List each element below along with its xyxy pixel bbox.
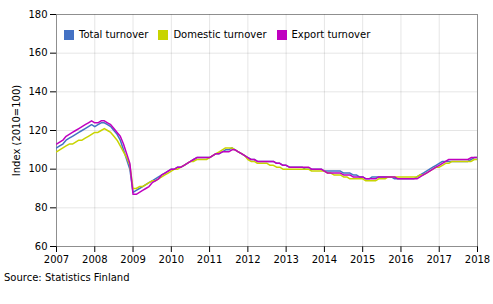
- svg-text:120: 120: [28, 125, 47, 136]
- svg-text:2017: 2017: [427, 254, 452, 265]
- svg-text:2009: 2009: [120, 254, 145, 265]
- html-text:Total turnover: Total turnover: [79, 29, 149, 40]
- svg-text:2012: 2012: [235, 254, 260, 265]
- html-text:Domestic turnover: Domestic turnover: [173, 29, 267, 40]
- svg-text:2007: 2007: [44, 254, 69, 265]
- svg-text:160: 160: [28, 47, 47, 58]
- svg-text:140: 140: [28, 86, 47, 97]
- svg-text:80: 80: [35, 202, 48, 213]
- svg-text:2011: 2011: [197, 254, 222, 265]
- svg-text:2010: 2010: [159, 254, 184, 265]
- svg-text:2018: 2018: [465, 254, 490, 265]
- svg-text:2013: 2013: [273, 254, 298, 265]
- svg-text:2016: 2016: [388, 254, 413, 265]
- svg-text:2008: 2008: [82, 254, 107, 265]
- svg-text:100: 100: [28, 163, 47, 174]
- svg-text:180: 180: [28, 9, 47, 20]
- svg-text:2015: 2015: [350, 254, 375, 265]
- svg-text:Index (2010=100): Index (2010=100): [11, 85, 22, 177]
- svg-text:2014: 2014: [312, 254, 337, 265]
- html-text:Source: Statistics Finland: Source: Statistics Finland: [4, 272, 130, 283]
- svg-text:60: 60: [35, 241, 48, 252]
- html-text:Export turnover: Export turnover: [291, 29, 371, 40]
